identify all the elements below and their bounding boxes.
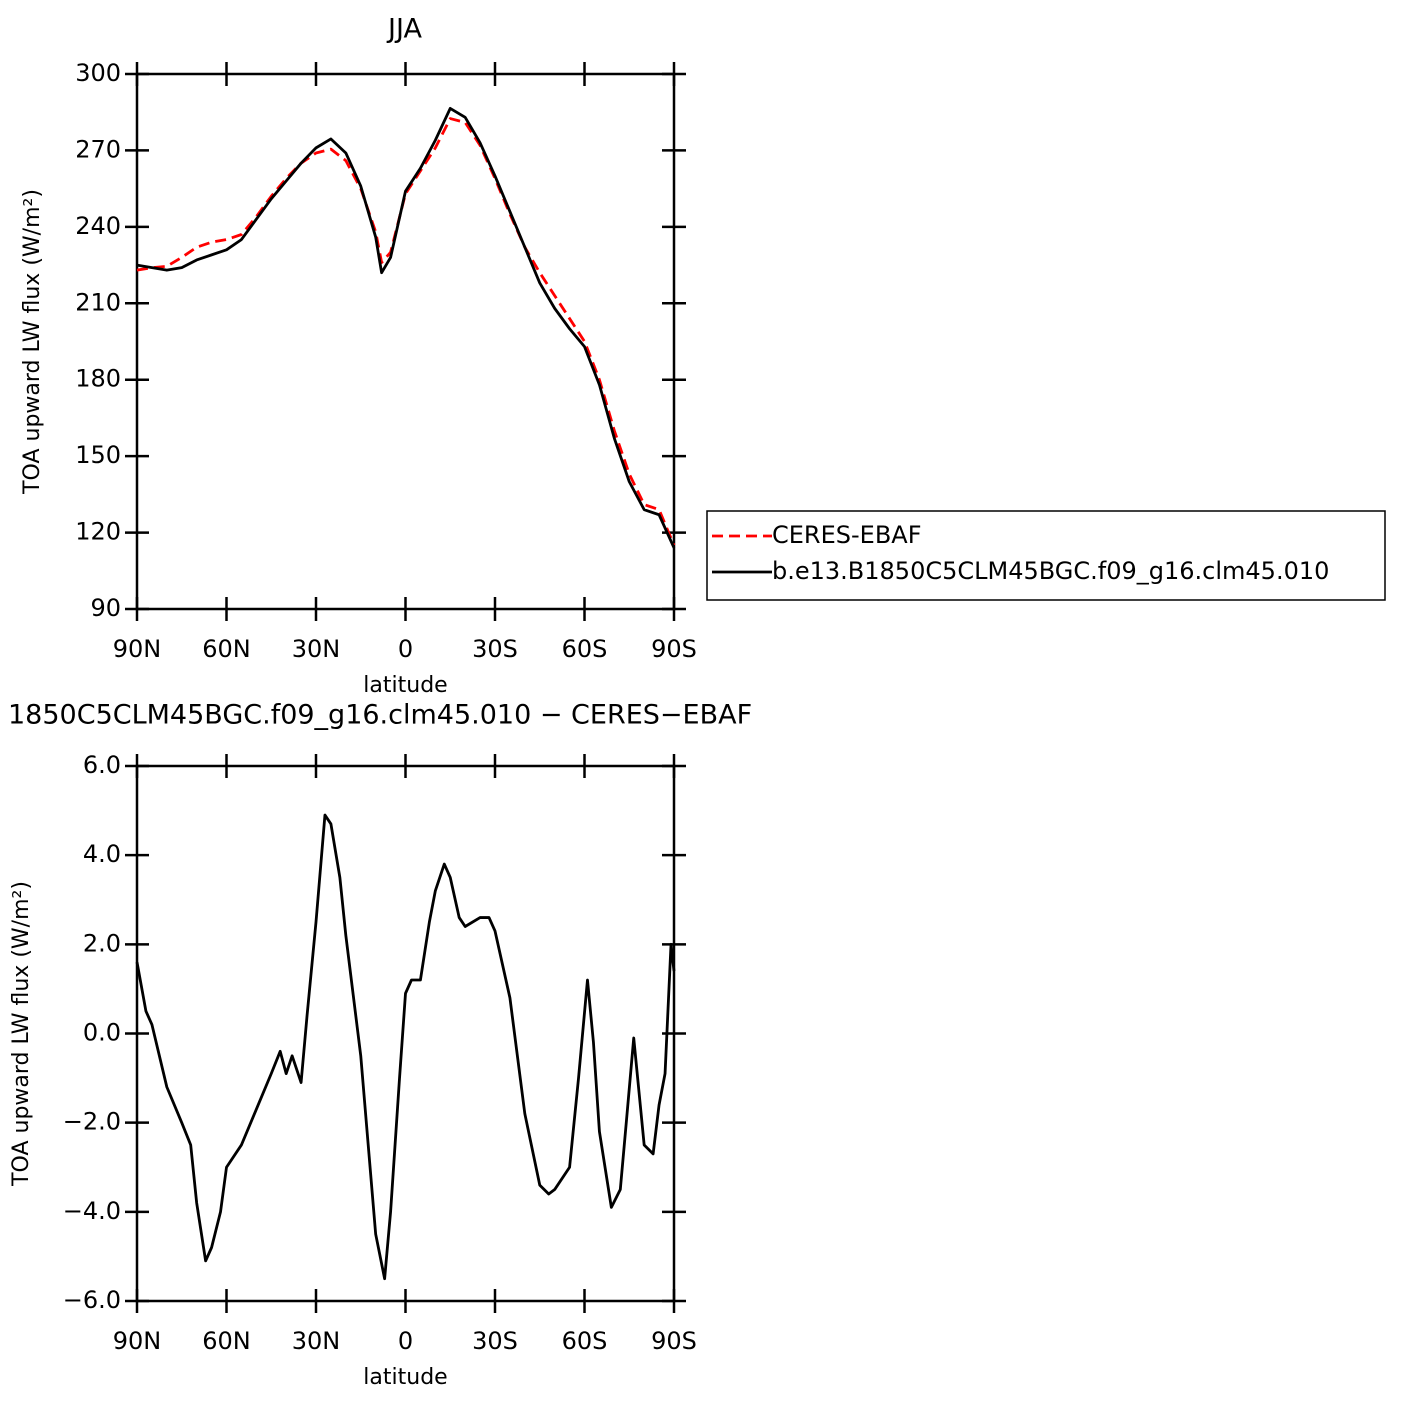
x-tick-label: 90N — [113, 635, 162, 663]
legend-label: b.e13.B1850C5CLM45BGC.f09_g16.clm45.010 — [772, 557, 1329, 585]
data-line — [136, 106, 676, 549]
legend-box — [706, 510, 1386, 601]
y-tick-label: 90 — [90, 594, 121, 622]
x-tick-label: 0 — [398, 635, 413, 663]
x-tick-label: 60S — [562, 635, 608, 663]
x-tick-label: 30N — [292, 635, 341, 663]
y-tick-label: 0.0 — [83, 1019, 121, 1047]
x-tick-label: 0 — [398, 1327, 413, 1355]
legend-label: CERES-EBAF — [772, 521, 922, 549]
y-axis-label: TOA upward LW flux (W/m²) — [20, 189, 45, 495]
x-tick-label: 90N — [113, 1327, 162, 1355]
y-tick-label: 150 — [75, 441, 121, 469]
y-tick-label: −6.0 — [63, 1286, 121, 1314]
y-axis-label: TOA upward LW flux (W/m²) — [9, 881, 34, 1187]
x-tick-label: 30S — [472, 635, 518, 663]
x-tick-label: 30N — [292, 1327, 341, 1355]
y-tick-label: 300 — [75, 59, 121, 87]
y-tick-label: 2.0 — [83, 929, 121, 957]
y-tick-label: 180 — [75, 365, 121, 393]
x-tick-label: 60N — [202, 1327, 251, 1355]
x-tick-label: 30S — [472, 1327, 518, 1355]
x-tick-label: 90S — [651, 1327, 697, 1355]
x-axis-label: latitude — [363, 1365, 447, 1390]
data-line — [136, 117, 676, 546]
y-tick-label: 210 — [75, 288, 121, 316]
x-axis-label: latitude — [363, 673, 447, 698]
x-tick-label: 90S — [651, 635, 697, 663]
y-tick-label: 4.0 — [83, 840, 121, 868]
y-tick-label: −4.0 — [63, 1197, 121, 1225]
y-tick-label: −2.0 — [63, 1108, 121, 1136]
y-tick-label: 270 — [75, 135, 121, 163]
chart-title: JJA — [386, 14, 422, 45]
y-tick-label: 120 — [75, 518, 121, 546]
x-tick-label: 60N — [202, 635, 251, 663]
y-tick-label: 6.0 — [83, 751, 121, 779]
chart-title: 1850C5CLM45BGC.f09_g16.clm45.010 − CERES… — [8, 700, 752, 731]
y-tick-label: 240 — [75, 212, 121, 240]
x-tick-label: 60S — [562, 1327, 608, 1355]
plot-frame — [135, 72, 676, 611]
data-line — [135, 813, 676, 1281]
